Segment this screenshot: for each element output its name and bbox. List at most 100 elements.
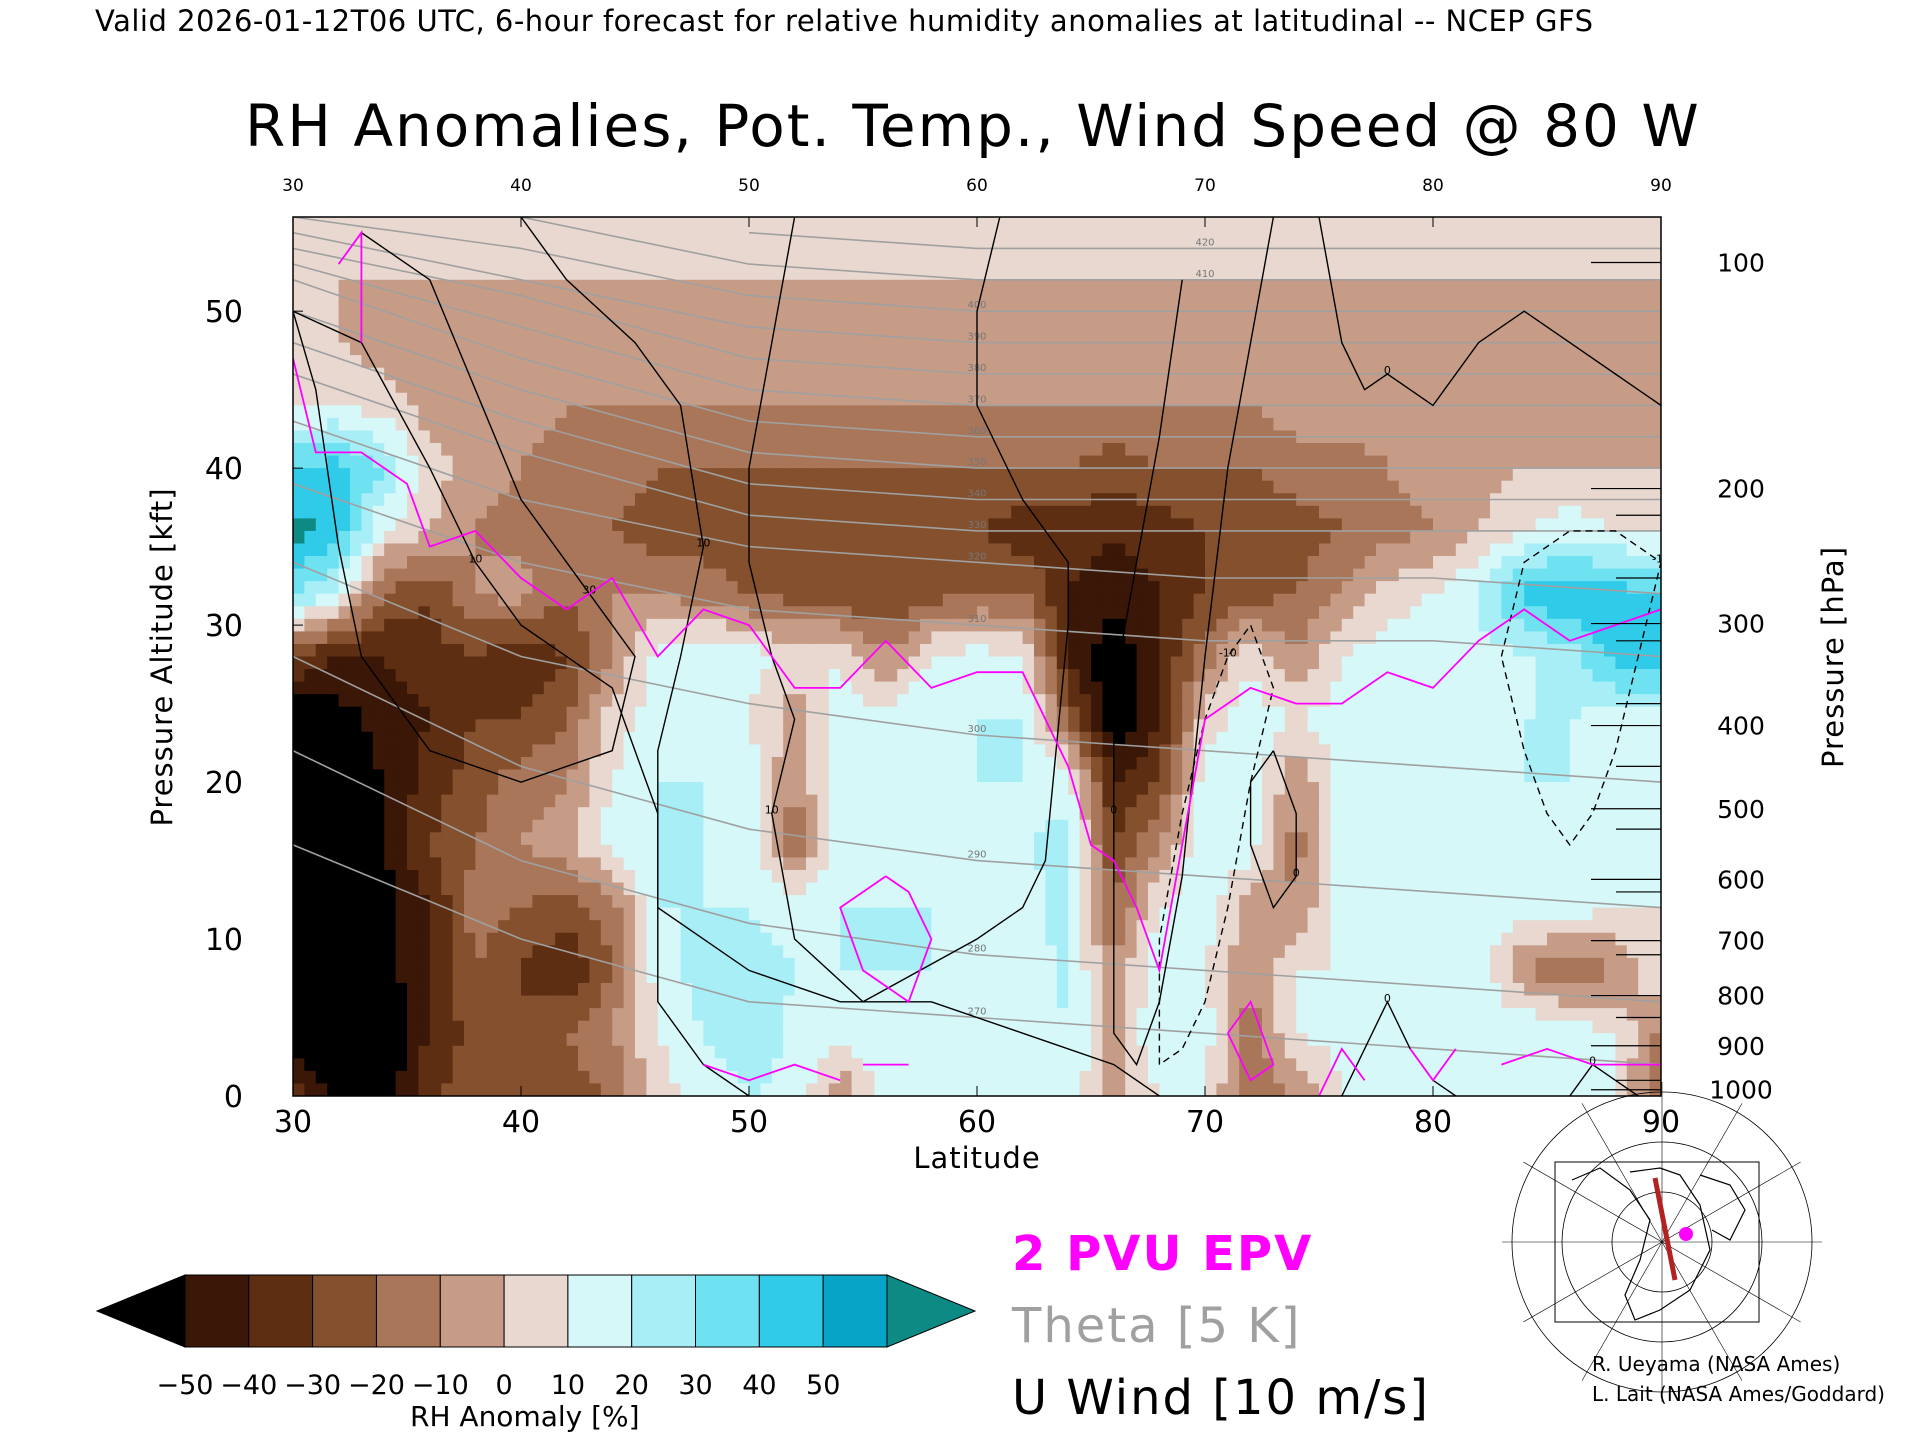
heatmap-cell	[1227, 719, 1240, 733]
heatmap-cell	[589, 355, 602, 369]
heatmap-cell	[498, 279, 511, 293]
heatmap-cell	[1626, 618, 1639, 632]
heatmap-cell	[1022, 606, 1035, 620]
heatmap-cell	[1022, 468, 1035, 482]
heatmap-cell	[1125, 380, 1138, 394]
heatmap-cell	[566, 380, 579, 394]
heatmap-cell	[1136, 631, 1149, 645]
heatmap-cell	[1091, 355, 1103, 369]
heatmap-cell	[1478, 292, 1491, 306]
heatmap-cell	[1296, 380, 1309, 394]
heatmap-cell	[338, 455, 351, 469]
heatmap-cell	[1239, 292, 1252, 306]
heatmap-cell	[828, 669, 841, 683]
heatmap-cell	[1330, 518, 1343, 532]
heatmap-cell	[475, 618, 488, 632]
heatmap-cell	[1604, 380, 1616, 394]
heatmap-cell	[475, 455, 488, 469]
heatmap-cell	[1273, 643, 1286, 658]
heatmap-cell	[783, 493, 796, 507]
heatmap-cell	[1034, 279, 1046, 293]
heatmap-cell	[509, 367, 522, 381]
heatmap-cell	[817, 505, 830, 519]
heatmap-cell	[1148, 681, 1160, 695]
heatmap-cell	[863, 417, 875, 432]
heatmap-cell	[1421, 568, 1434, 582]
heatmap-cell	[726, 493, 739, 507]
heatmap-cell	[1011, 694, 1024, 708]
heatmap-cell	[760, 267, 773, 281]
heatmap-cell	[1501, 694, 1514, 708]
heatmap-cell	[315, 593, 328, 607]
heatmap-cell	[1319, 530, 1331, 545]
heatmap-cell	[840, 279, 853, 293]
heatmap-cell	[589, 480, 602, 494]
heatmap-cell	[1455, 719, 1468, 733]
heatmap-cell	[1250, 392, 1263, 406]
heatmap-cell	[327, 556, 340, 570]
heatmap-cell	[1364, 606, 1377, 620]
heatmap-cell	[1330, 669, 1343, 683]
heatmap-cell	[464, 606, 476, 620]
heatmap-cell	[1091, 392, 1103, 406]
heatmap-cell	[1604, 330, 1616, 344]
heatmap-cell	[714, 631, 727, 645]
heatmap-cell	[1649, 568, 1661, 582]
heatmap-cell	[669, 669, 682, 683]
heatmap-cell	[1216, 292, 1229, 306]
heatmap-cell	[543, 304, 556, 319]
heatmap-cell	[1353, 443, 1366, 457]
heatmap-cell	[897, 593, 910, 607]
heatmap-cell	[1478, 380, 1491, 394]
heatmap-cell	[1569, 694, 1582, 708]
heatmap-cell	[486, 631, 499, 645]
heatmap-cell	[897, 455, 910, 469]
heatmap-cell	[1364, 643, 1377, 658]
heatmap-cell	[1501, 681, 1514, 695]
heatmap-cell	[612, 392, 625, 406]
heatmap-cell	[1615, 669, 1628, 683]
heatmap-cell	[783, 631, 796, 645]
heatmap-cell	[988, 669, 1001, 683]
heatmap-cell	[1307, 593, 1320, 607]
heatmap-cell	[1056, 643, 1069, 658]
heatmap-cell	[1524, 392, 1537, 406]
heatmap-cell	[372, 656, 385, 670]
heatmap-cell	[1444, 417, 1457, 432]
heatmap-cell	[327, 405, 340, 419]
heatmap-cell	[1524, 217, 1537, 231]
heatmap-cell	[1216, 618, 1229, 632]
heatmap-cell	[509, 631, 522, 645]
heatmap-cell	[1250, 706, 1263, 720]
heatmap-cell	[1421, 292, 1434, 306]
heatmap-cell	[817, 606, 830, 620]
heatmap-cell	[954, 468, 967, 482]
heatmap-cell	[327, 217, 340, 231]
heatmap-cell	[1011, 292, 1024, 306]
heatmap-cell	[794, 568, 807, 582]
heatmap-cell	[509, 694, 522, 708]
heatmap-cell	[578, 242, 590, 256]
heatmap-cell	[338, 468, 351, 482]
heatmap-cell	[749, 342, 761, 356]
heatmap-cell	[1524, 518, 1537, 532]
heatmap-cell	[760, 669, 773, 683]
heatmap-cell	[635, 543, 647, 557]
heatmap-cell	[1307, 581, 1320, 595]
heatmap-cell	[920, 330, 932, 344]
heatmap-cell	[897, 217, 910, 231]
heatmap-cell	[509, 568, 522, 582]
heatmap-cell	[1113, 719, 1126, 733]
heatmap-cell	[1581, 593, 1594, 607]
heatmap-cell	[1467, 405, 1480, 419]
heatmap-cell	[1056, 681, 1069, 695]
heatmap-cell	[1011, 254, 1024, 268]
heatmap-cell	[555, 229, 568, 243]
heatmap-cell	[1433, 656, 1445, 670]
heatmap-cell	[418, 342, 431, 356]
heatmap-cell	[692, 229, 704, 243]
heatmap-cell	[1319, 593, 1331, 607]
heatmap-cell	[908, 355, 921, 369]
heatmap-cell	[1034, 631, 1046, 645]
heatmap-cell	[794, 719, 807, 733]
